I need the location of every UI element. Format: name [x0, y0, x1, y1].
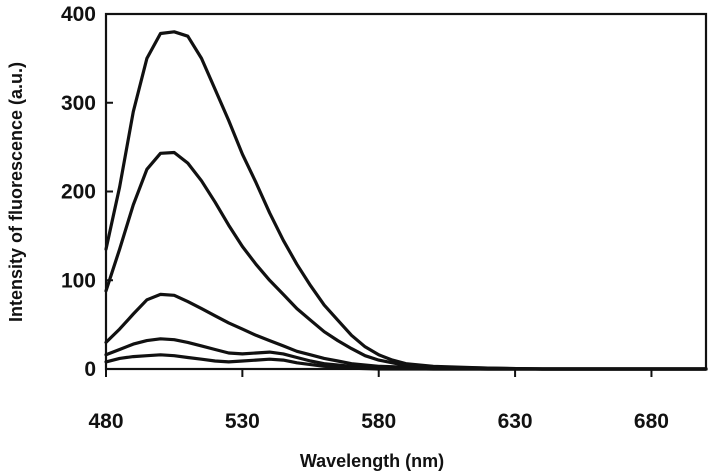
y-axis: 0 100 200 300 400: [61, 3, 113, 381]
series-line-3: [104, 292, 708, 371]
x-tick-label: 680: [634, 410, 669, 433]
y-tick-label: 0: [84, 358, 96, 381]
y-tick-label: 400: [61, 3, 96, 26]
series-line-5: [104, 353, 708, 371]
y-tick-label: 200: [61, 181, 96, 204]
x-tick-label: 480: [88, 410, 123, 433]
series-group: [104, 30, 708, 371]
y-tick-label: 100: [61, 269, 96, 292]
series-line-1: [104, 30, 708, 371]
x-axis-title: Wavelength (nm): [300, 451, 444, 471]
y-tick-label: 300: [61, 92, 96, 115]
y-axis-title: Intensity of fluorescence (a.u.): [6, 62, 26, 322]
x-axis: 480 530 580 630 680: [88, 369, 669, 433]
x-tick-label: 630: [498, 410, 533, 433]
plot-frame: [104, 12, 708, 371]
x-tick-label: 530: [225, 410, 260, 433]
series-line-4: [104, 337, 708, 371]
series-line-2: [104, 150, 708, 371]
x-tick-label: 580: [361, 410, 396, 433]
